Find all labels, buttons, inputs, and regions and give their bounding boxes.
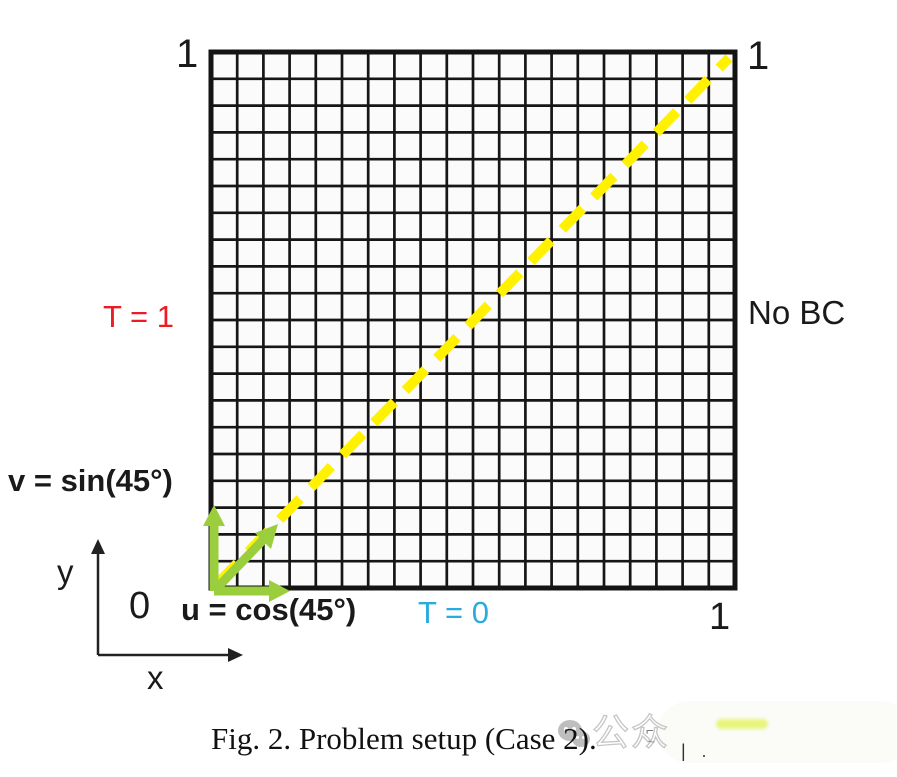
bc-left-label: T = 1 [103, 299, 174, 334]
domain-label-top-right: 1 [747, 34, 770, 78]
domain-label-top-left: 1 [176, 32, 199, 76]
bc-bottom-label: T = 0 [418, 595, 489, 630]
wechat-bubble-small [572, 731, 590, 747]
watermark-text: 公众 [591, 712, 670, 753]
domain-label-bottom-right: 1 [709, 596, 731, 638]
velocity-arrow-diagonal-head [255, 524, 278, 549]
coordinate-axes [91, 539, 243, 662]
velocity-arrow-diagonal-shaft [210, 536, 267, 595]
v-velocity-label: v = sin(45°) [8, 463, 173, 498]
y-axis-label: y [57, 553, 74, 590]
velocity-arrow-right-head [269, 580, 290, 602]
u-velocity-label: u = cos(45°) [181, 592, 357, 627]
watermark-highlight [716, 719, 768, 729]
velocity-arrow-up-head [203, 505, 225, 526]
wechat-icon [558, 720, 594, 750]
watermark-mark: · [701, 745, 707, 765]
y-axis-arrowhead-icon [91, 539, 105, 554]
watermark-mark: ⌐ [646, 723, 654, 738]
figure-caption: Fig. 2. Problem setup (Case 2). [211, 721, 597, 756]
watermark-mark: | [681, 741, 686, 761]
origin-label: 0 [129, 585, 151, 627]
velocity-arrows [203, 505, 290, 602]
bc-right-label: No BC [748, 294, 846, 331]
watermark-mark: ~ [648, 735, 656, 749]
watermark-panel [658, 701, 897, 763]
x-axis-label: x [147, 659, 164, 696]
diagonal-dashed-line [213, 54, 733, 588]
x-axis-arrowhead-icon [228, 648, 243, 662]
